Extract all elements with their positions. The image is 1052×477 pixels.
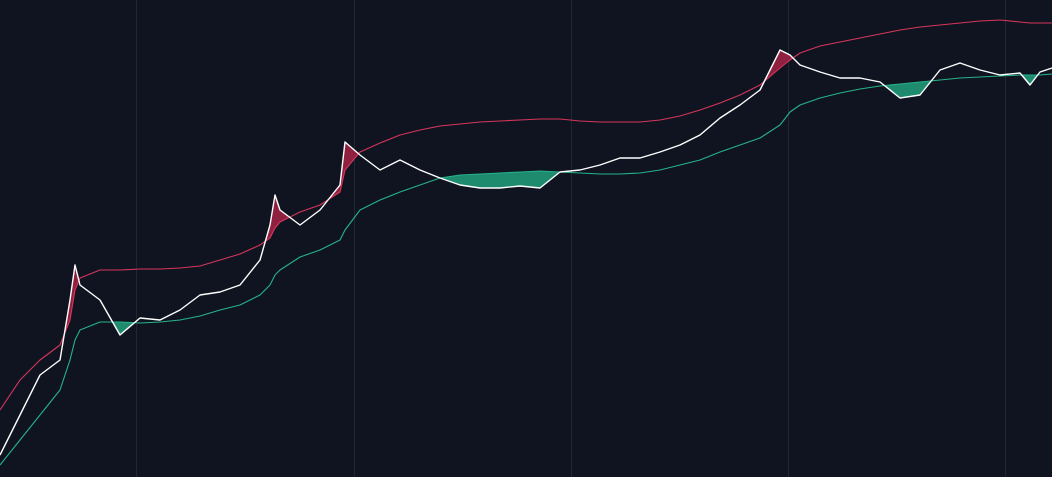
band-line: [0, 73, 1052, 466]
price-line: [0, 49, 1052, 456]
band-line: [0, 19, 1052, 411]
